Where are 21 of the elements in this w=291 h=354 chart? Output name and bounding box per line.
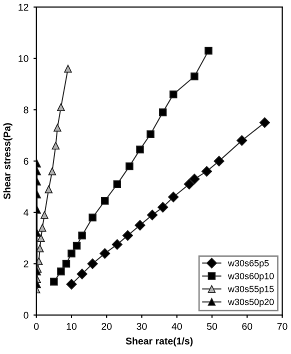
y-tick-label: 10 — [18, 55, 28, 62]
x-tick-label: 70 — [277, 322, 288, 330]
y-tick-label: 2 — [24, 260, 28, 268]
x-tick-label: 40 — [172, 322, 182, 330]
y-tick-label: 6 — [24, 158, 28, 165]
x-tick-label: 60 — [242, 322, 252, 330]
legend-label: w30s65p5 — [228, 260, 269, 268]
y-tick-label: 12 — [18, 4, 28, 11]
legend-label: w30s55p15 — [228, 286, 274, 294]
legend-label: w30s60p10 — [228, 272, 274, 282]
y-tick-label: 0 — [24, 312, 28, 319]
x-tick-label: 20 — [102, 322, 112, 330]
legend-label: w30s50p20 — [228, 298, 274, 307]
x-tick-label: 0 — [34, 322, 39, 330]
x-tick-label: 10 — [66, 322, 77, 330]
y-tick-label: 8 — [24, 106, 28, 114]
x-axis-title: Shear rate(1/s) — [126, 337, 193, 346]
y-axis-title: Shear stress(Pa) — [3, 123, 12, 200]
y-tick-label: 4 — [24, 209, 28, 216]
x-tick-label: 30 — [136, 322, 147, 330]
x-tick-label: 50 — [206, 322, 218, 330]
